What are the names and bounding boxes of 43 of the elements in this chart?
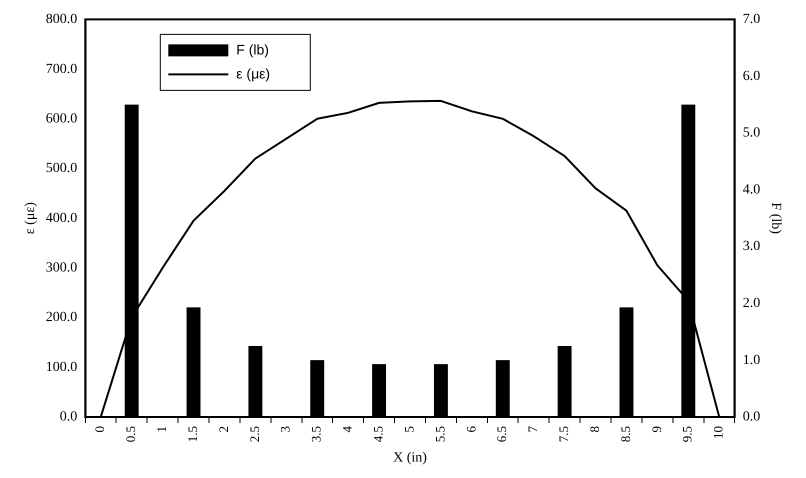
legend-label: ε (με) [236,65,270,82]
y2-tick-label: 1.0 [742,352,760,368]
y2-tick-label: 7.0 [742,12,760,28]
y2-tick-label: 5.0 [742,126,760,141]
x-axis-title: X (in) [393,450,428,466]
x-tick-label: 1.5 [184,426,200,442]
y2-axis-title: F (lb) [768,202,783,234]
x-tick-label: 8.5 [618,426,633,442]
x-tick-label: 6 [463,425,478,432]
y-tick-label: 100.0 [46,360,78,375]
y2-tick-label: 0.0 [742,410,760,425]
y-tick-label: 500.0 [46,161,78,176]
x-tick-label: 5.5 [432,426,448,442]
y-tick-label: 300.0 [46,260,78,276]
x-tick-label: 2.5 [246,426,262,442]
x-tick-label: 4 [340,425,355,432]
y-tick-label: 0.0 [60,410,78,425]
x-tick-label: 0.5 [123,426,138,442]
x-tick-label: 4.5 [370,426,386,442]
x-tick-label: 3 [278,426,293,432]
x-tick-label: 8 [586,426,602,432]
y-axis-title: ε (με) [23,202,38,234]
x-tick-label: 2 [216,426,231,432]
x-tick-label: 7 [525,425,540,432]
x-tick-label: 9.5 [680,426,695,442]
y-tick-label: 600.0 [46,111,78,126]
y-tick-label: 200.0 [46,310,78,326]
y2-tick-label: 3.0 [742,239,760,254]
y2-tick-label: 2.0 [742,296,760,312]
x-tick-label: 10 [710,426,726,439]
y2-tick-label: 6.0 [742,68,760,84]
x-tick-label: 0 [92,426,108,432]
y-tick-label: 700.0 [46,62,78,77]
x-tick-label: 9 [648,426,664,432]
x-tick-label: 5 [401,426,416,432]
y-tick-label: 400.0 [46,210,78,226]
x-tick-label: 7.5 [556,426,572,442]
legend-label: F (lb) [236,41,269,58]
y-tick-label: 800.0 [46,12,78,28]
x-tick-label: 3.5 [308,426,324,442]
y2-tick-label: 4.0 [742,182,760,198]
x-tick-label: 6.5 [494,426,510,442]
x-tick-label: 1 [154,426,170,432]
